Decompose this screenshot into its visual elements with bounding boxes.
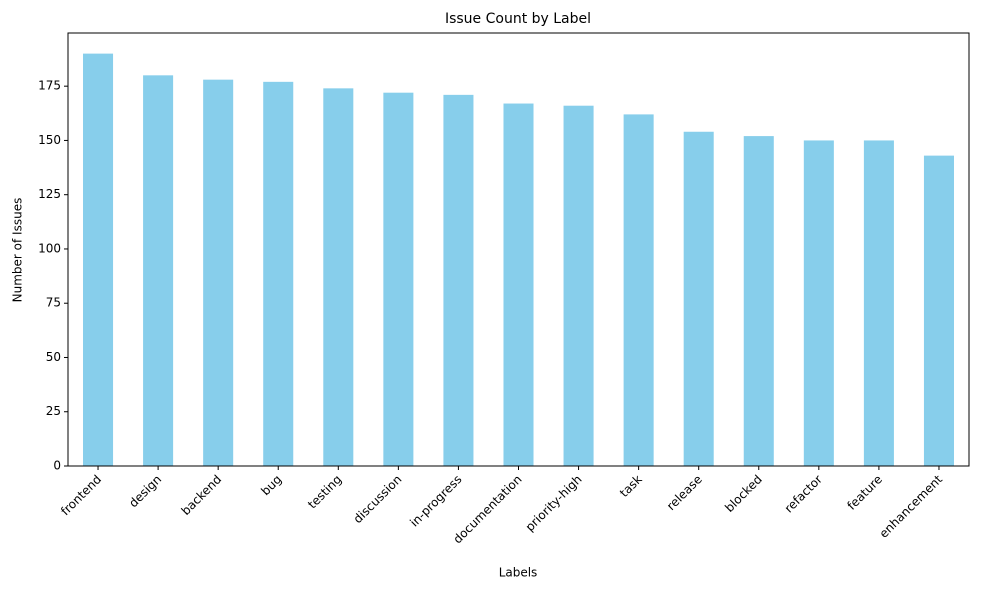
y-tick-label: 0	[53, 459, 61, 473]
bar	[743, 136, 774, 466]
y-axis-label: Number of Issues	[11, 198, 25, 303]
y-tick-label: 125	[38, 187, 61, 201]
x-tick-label: in-progress	[407, 472, 464, 529]
bar	[443, 94, 474, 466]
x-tick-label: blocked	[722, 472, 765, 515]
chart-title: Issue Count by Label	[445, 11, 591, 27]
x-tick-label: priority-high	[523, 472, 585, 534]
bar	[803, 140, 834, 466]
y-tick-label: 100	[38, 241, 61, 255]
bar	[323, 88, 354, 467]
x-axis-label: Labels	[499, 566, 538, 580]
x-tick-label: refactor	[782, 472, 825, 515]
bar	[563, 105, 594, 466]
y-tick-label: 50	[46, 350, 61, 364]
x-tick-label: backend	[179, 472, 225, 518]
plot-frame	[67, 32, 970, 467]
x-tick-label: testing	[305, 472, 344, 511]
x-tick-label: enhancement	[877, 472, 946, 541]
x-tick-label: design	[126, 472, 164, 510]
bar	[623, 114, 654, 466]
x-tick-label: release	[664, 472, 705, 513]
bar	[683, 131, 714, 466]
bar	[203, 79, 234, 467]
x-tick-label: bug	[258, 472, 284, 498]
bar	[83, 53, 114, 466]
bar	[383, 92, 414, 467]
bar	[863, 140, 894, 466]
x-tick-label: discussion	[351, 472, 405, 526]
y-tick-label: 75	[46, 296, 61, 310]
y-tick-label: 175	[38, 79, 61, 93]
bar	[143, 75, 174, 467]
bar	[503, 103, 534, 466]
x-tick-label: feature	[844, 472, 885, 513]
bar	[263, 81, 294, 466]
bar	[923, 155, 954, 466]
y-tick-label: 25	[46, 404, 61, 418]
x-tick-label: task	[617, 472, 645, 500]
x-tick-label: frontend	[58, 472, 104, 518]
y-tick-label: 150	[38, 133, 61, 147]
